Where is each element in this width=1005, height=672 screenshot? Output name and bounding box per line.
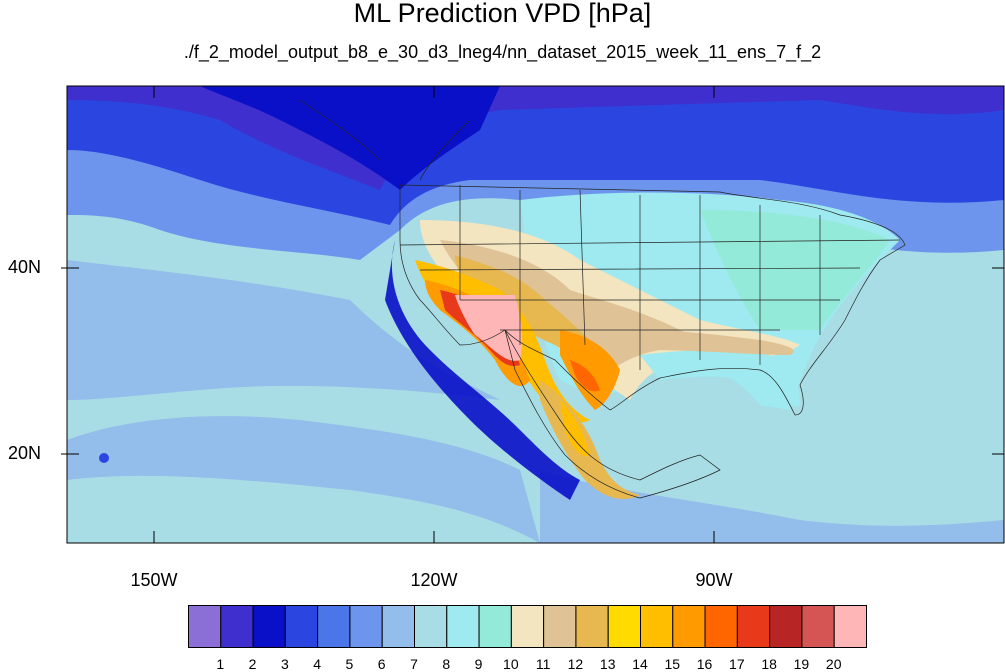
colorbar-tick-label: 18 — [761, 656, 777, 672]
colorbar-swatch — [446, 605, 480, 648]
colorbar-tick-label: 17 — [729, 656, 745, 672]
colorbar-tick-label: 1 — [216, 656, 225, 672]
colorbar-swatch — [736, 605, 771, 648]
lon-label-150w: 150W — [130, 570, 178, 590]
colorbar-swatch — [478, 605, 512, 648]
colorbar-swatch — [801, 605, 835, 648]
colorbar-swatch — [510, 605, 545, 648]
colorbar-tick-label: 10 — [503, 656, 519, 672]
colorbar-swatch — [833, 605, 867, 648]
colorbar-swatch — [640, 605, 674, 648]
colorbar-swatch — [607, 605, 641, 648]
map-title: ML Prediction VPD [hPa] — [353, 0, 652, 28]
colorbar-swatch — [672, 605, 706, 648]
colorbar-tick-label: 7 — [410, 656, 418, 672]
colorbar-swatch — [252, 605, 286, 648]
colorbar-tick-label: 11 — [535, 656, 551, 672]
vpd-field — [67, 86, 1004, 543]
colorbar-tick-label: 20 — [825, 656, 842, 672]
lat-label-20n: 20N — [8, 443, 42, 463]
colorbar-swatch — [414, 605, 448, 648]
colorbar-tick-label: 6 — [377, 656, 386, 672]
colorbar-tick-label: 15 — [664, 656, 681, 672]
colorbar-swatch — [543, 605, 577, 648]
map-subtitle: ./f_2_model_output_b8_e_30_d3_lneg4/nn_d… — [183, 42, 822, 62]
colorbar-tick-label: 4 — [313, 656, 322, 672]
colorbar-tick-label: 9 — [474, 656, 483, 672]
colorbar-swatch — [769, 605, 803, 648]
colorbar-swatch — [220, 605, 254, 648]
colorbar-swatch — [188, 605, 222, 648]
colorbar-swatch — [317, 605, 351, 648]
map-frame — [66, 85, 1005, 544]
colorbar-tick-label: 19 — [793, 656, 810, 672]
colorbar — [188, 605, 867, 648]
colorbar-tick-label: 3 — [280, 656, 289, 672]
axis-ticks — [61, 86, 1004, 543]
colorbar-swatch — [284, 605, 319, 648]
colorbar-swatch — [575, 605, 609, 648]
lon-label-90w: 90W — [695, 570, 733, 590]
colorbar-tick-label: 5 — [345, 656, 354, 672]
colorbar-tick-label: 2 — [248, 656, 257, 672]
colorbar-swatch — [704, 605, 738, 648]
lon-label-120w: 120W — [410, 570, 458, 590]
colorbar-swatch — [381, 605, 416, 648]
colorbar-swatch — [349, 605, 383, 648]
colorbar-tick-label: 13 — [599, 656, 616, 672]
colorbar-tick-label: 14 — [632, 656, 648, 672]
lat-label-40n: 40N — [8, 257, 42, 277]
colorbar-tick-label: 8 — [442, 656, 451, 672]
colorbar-tick-label: 12 — [567, 656, 584, 672]
coastlines-and-borders — [299, 99, 906, 499]
colorbar-tick-label: 16 — [696, 656, 713, 672]
